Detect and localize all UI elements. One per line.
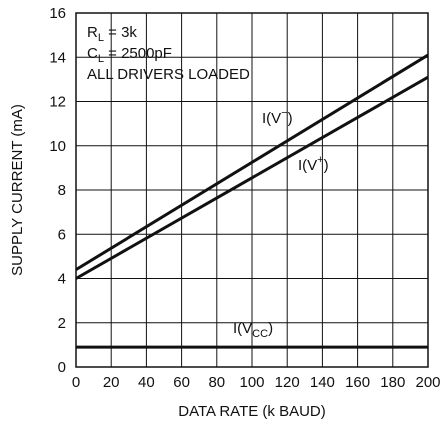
y-tick-label: 2 xyxy=(58,315,66,332)
series-lines xyxy=(75,53,429,349)
y-tick-label: 8 xyxy=(58,182,66,199)
y-tick-label: 4 xyxy=(58,271,66,288)
x-tick-label: 120 xyxy=(275,374,300,391)
y-tick-label: 0 xyxy=(58,359,66,376)
series-labels: I(V−) I(V+) I(VCC) xyxy=(233,107,329,340)
x-tick-label: 80 xyxy=(208,374,225,391)
x-tick-label: 100 xyxy=(239,374,264,391)
x-tick-label: 20 xyxy=(103,374,120,391)
series-label-v-plus: I(V+) xyxy=(298,154,329,174)
series-line-v-plus xyxy=(75,75,429,280)
condition-rl: RL = 3k xyxy=(87,24,137,44)
x-tick-label: 140 xyxy=(310,374,335,391)
series-line-v-minus xyxy=(75,53,429,271)
x-tick-label: 40 xyxy=(138,374,155,391)
y-tick-label: 14 xyxy=(49,49,66,66)
x-axis-label: DATA RATE (k BAUD) xyxy=(178,403,326,420)
y-tick-label: 12 xyxy=(49,94,66,111)
conditions-annotation: RL = 3k CL = 2500pF ALL DRIVERS LOADED xyxy=(87,24,250,83)
x-tick-label: 200 xyxy=(415,374,440,391)
condition-loaded: ALL DRIVERS LOADED xyxy=(87,66,250,83)
series-label-vcc: I(VCC) xyxy=(233,320,273,340)
y-tick-label: 16 xyxy=(49,5,66,22)
x-tick-label: 180 xyxy=(380,374,405,391)
y-tick-label: 10 xyxy=(49,138,66,155)
series-label-v-minus: I(V−) xyxy=(262,107,293,127)
condition-cl: CL = 2500pF xyxy=(87,45,172,65)
x-tick-label: 160 xyxy=(345,374,370,391)
x-tick-label: 0 xyxy=(72,374,80,391)
y-axis-label: SUPPLY CURRENT (mA) xyxy=(9,104,26,276)
plot-frame xyxy=(75,12,429,368)
y-tick-label: 6 xyxy=(58,226,66,243)
tick-labels: 0 20 40 60 80 100 120 140 160 180 200 0 2 4 6 8 10 12 14 16 xyxy=(49,5,440,391)
x-tick-label: 60 xyxy=(173,374,190,391)
